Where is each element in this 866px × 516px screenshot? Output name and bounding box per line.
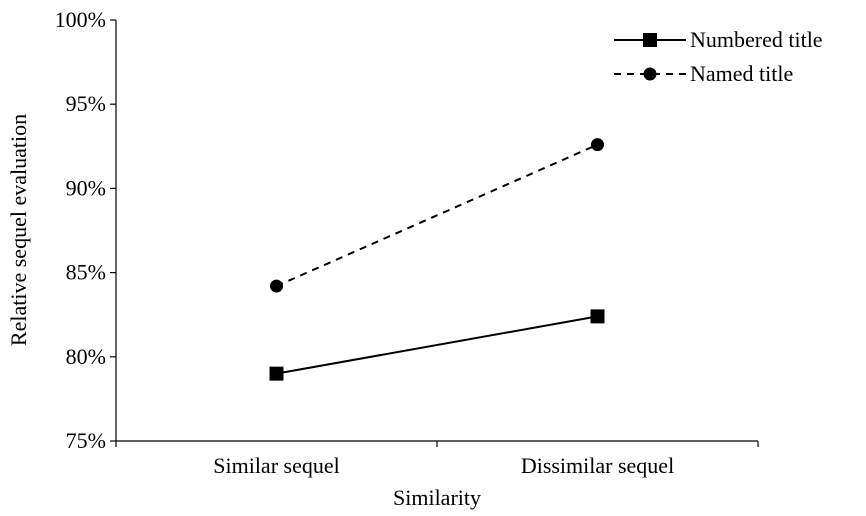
- x-axis-title: Similarity: [393, 485, 481, 510]
- y-ticks: 75% 80% 85% 90% 95% 100%: [55, 7, 116, 453]
- x-tick-label: Dissimilar sequel: [521, 453, 674, 478]
- legend-marker: [643, 33, 657, 47]
- y-tick-label: 90%: [66, 175, 106, 200]
- x-tick-label: Similar sequel: [213, 453, 339, 478]
- y-tick-label: 75%: [66, 428, 106, 453]
- series-named-title: [270, 138, 604, 293]
- legend-label: Named title: [690, 61, 793, 86]
- legend-item: Named title: [614, 61, 793, 86]
- y-tick-label: 95%: [66, 91, 106, 116]
- y-tick-label: 100%: [55, 7, 106, 32]
- y-tick-label: 85%: [66, 260, 106, 285]
- data-point: [591, 138, 604, 152]
- data-point: [590, 309, 605, 324]
- x-ticks: Similar sequel Dissimilar sequel: [115, 441, 759, 478]
- series-layer: [269, 138, 605, 381]
- y-axis-title: Relative sequel evaluation: [6, 114, 31, 346]
- legend-marker: [643, 67, 657, 81]
- legend-item: Numbered title: [614, 27, 823, 52]
- data-point: [269, 366, 284, 381]
- legend-label: Numbered title: [690, 27, 823, 52]
- series-line: [276, 143, 598, 287]
- data-point: [270, 279, 283, 293]
- series-numbered-title: [269, 309, 605, 381]
- y-tick-label: 80%: [66, 344, 106, 369]
- series-line: [276, 315, 598, 375]
- legend: Numbered title Named title: [614, 27, 823, 86]
- axes: [115, 20, 758, 442]
